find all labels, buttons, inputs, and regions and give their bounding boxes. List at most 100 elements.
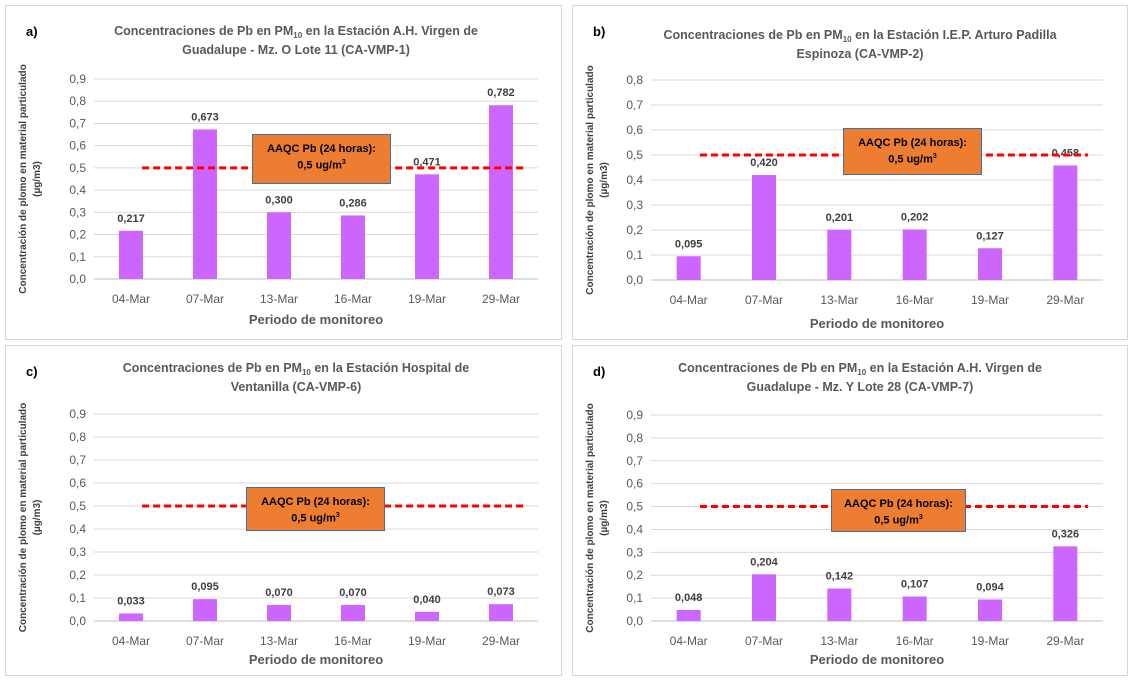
bar <box>902 596 927 621</box>
x-tick-label: 07-Mar <box>186 292 224 306</box>
data-label: 0,040 <box>413 594 441 606</box>
y-axis-label: Concentración de plomo en material parti… <box>585 403 596 633</box>
y-tick-label: 0,6 <box>69 139 86 153</box>
x-tick-label: 13-Mar <box>820 293 858 307</box>
bar <box>119 613 143 621</box>
x-axis-label: Periodo de monitoreo <box>810 316 944 331</box>
aaqc-note-line1: AAQC Pb (24 horas): <box>858 137 967 149</box>
y-axis-label: Concentración de plomo en material parti… <box>18 403 29 633</box>
chart-title-line2: Guadalupe - Mz. Y Lote 28 (CA-VMP-7) <box>747 380 974 394</box>
aaqc-note: AAQC Pb (24 horas): 0,5 ug/m3 <box>246 487 385 531</box>
bar <box>676 256 701 280</box>
y-tick-label: 0,4 <box>69 183 86 197</box>
x-tick-label: 29-Mar <box>482 634 520 648</box>
data-label: 0,127 <box>976 230 1004 242</box>
data-label: 0,070 <box>265 587 293 599</box>
y-tick-label: 0,2 <box>626 223 643 237</box>
bar <box>341 604 365 621</box>
bar <box>193 129 217 279</box>
y-tick-label: 0,8 <box>626 73 643 87</box>
data-label: 0,048 <box>675 592 703 604</box>
data-label: 0,033 <box>117 595 145 607</box>
bar <box>267 604 291 621</box>
chart-title: Concentraciones de Pb en PM10 en la Esta… <box>663 28 1057 44</box>
bar-chart-d: Concentraciones de Pb en PM10 en la Esta… <box>585 361 1103 667</box>
y-tick-label: 0,6 <box>626 477 643 491</box>
y-tick-label: 0,3 <box>626 545 643 559</box>
y-tick-label: 0,2 <box>626 568 643 582</box>
data-label: 0,202 <box>901 212 929 224</box>
y-tick-label: 0,3 <box>69 205 86 219</box>
y-tick-label: 0,7 <box>626 454 643 468</box>
data-label: 0,070 <box>339 587 367 599</box>
aaqc-note: AAQC Pb (24 horas): 0,5 ug/m3 <box>831 489 966 532</box>
data-label: 0,471 <box>413 156 441 168</box>
y-tick-label: 0,4 <box>69 522 86 536</box>
data-label: 0,095 <box>191 581 219 593</box>
aaqc-note-line2: 0,5 ug/m <box>888 153 933 166</box>
bar <box>119 230 143 279</box>
chart-panel-b: b) Concentraciones de Pb en PM10 en la E… <box>572 5 1128 340</box>
x-tick-label: 16-Mar <box>334 634 372 648</box>
x-tick-label: 04-Mar <box>112 292 150 306</box>
bar-chart-a: Concentraciones de Pb en PM10 en la Esta… <box>18 24 538 327</box>
x-axis-label: Periodo de monitoreo <box>810 652 944 667</box>
x-tick-label: 29-Mar <box>1046 634 1084 648</box>
data-label: 0,782 <box>487 87 515 99</box>
y-tick-label: 0,8 <box>626 431 643 445</box>
x-tick-label: 13-Mar <box>820 634 858 648</box>
data-label: 0,201 <box>826 212 854 224</box>
bar <box>978 599 1002 621</box>
y-tick-label: 0,7 <box>626 98 643 112</box>
y-tick-label: 0,1 <box>626 591 643 605</box>
y-tick-label: 0,4 <box>626 522 643 536</box>
chart-title-line2: Ventanilla (CA-VMP-6) <box>231 380 362 394</box>
bar <box>341 215 365 279</box>
y-tick-label: 0,1 <box>626 248 643 262</box>
bar <box>489 604 513 621</box>
y-tick-label: 0,3 <box>69 545 86 559</box>
bar <box>902 229 927 280</box>
panel-label: b) <box>593 24 606 39</box>
y-tick-label: 0,8 <box>69 430 86 444</box>
bar <box>415 611 439 621</box>
x-tick-label: 19-Mar <box>408 634 446 648</box>
y-tick-label: 0,5 <box>69 161 86 175</box>
y-tick-label: 0,0 <box>69 614 86 628</box>
aaqc-note-line1: AAQC Pb (24 horas): <box>844 498 953 510</box>
bar <box>415 174 439 279</box>
y-tick-label: 0,4 <box>626 173 643 187</box>
aaqc-note-sup: 3 <box>341 159 346 166</box>
y-tick-label: 0,6 <box>626 123 643 137</box>
data-label: 0,204 <box>750 556 778 568</box>
y-axis-label-unit: (µg/m3) <box>32 161 43 197</box>
chart-panel-c: c) Concentraciones de Pb en PM10 en la E… <box>5 345 562 676</box>
x-tick-label: 19-Mar <box>971 634 1009 648</box>
chart-title: Concentraciones de Pb en PM10 en la Esta… <box>114 24 478 40</box>
aaqc-note-sup: 3 <box>932 153 937 160</box>
y-tick-label: 0,1 <box>69 591 86 605</box>
aaqc-note-line2: 0,5 ug/m <box>297 159 342 172</box>
aaqc-note-line1: AAQC Pb (24 horas): <box>267 143 376 155</box>
bar-chart-c: Concentraciones de Pb en PM10 en la Esta… <box>18 361 538 667</box>
bar <box>827 229 852 280</box>
y-tick-label: 0,2 <box>69 228 86 242</box>
bar <box>978 248 1002 280</box>
y-tick-label: 0,7 <box>69 116 86 130</box>
y-tick-label: 0,2 <box>69 568 86 582</box>
data-label: 0,073 <box>487 586 515 598</box>
x-tick-label: 07-Mar <box>186 634 224 648</box>
chart-panel-d: d) Concentraciones de Pb en PM10 en la E… <box>572 345 1128 676</box>
data-label: 0,094 <box>976 581 1004 593</box>
x-tick-label: 16-Mar <box>334 292 372 306</box>
panel-label: d) <box>593 364 606 379</box>
x-tick-label: 16-Mar <box>896 634 934 648</box>
y-tick-label: 0,7 <box>69 453 86 467</box>
y-tick-label: 0,9 <box>626 408 643 422</box>
x-tick-label: 16-Mar <box>896 293 934 307</box>
data-label: 0,286 <box>339 197 367 209</box>
data-label: 0,673 <box>191 111 219 123</box>
y-tick-label: 0,5 <box>626 148 643 162</box>
y-axis-label: Concentración de plomo en material parti… <box>585 65 596 295</box>
data-label: 0,142 <box>826 570 854 582</box>
